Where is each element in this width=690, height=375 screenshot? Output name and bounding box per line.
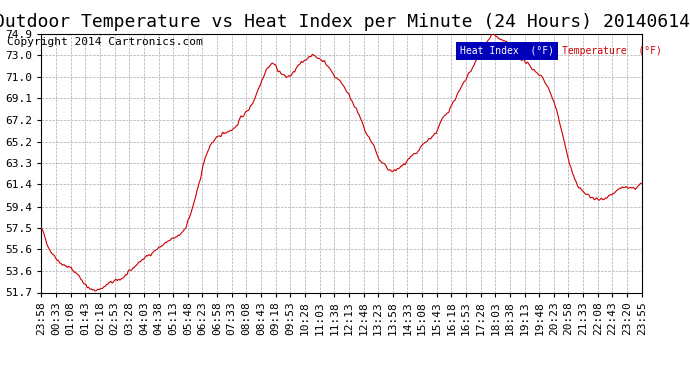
Text: Heat Index  (°F): Heat Index (°F) xyxy=(460,46,553,56)
Title: Outdoor Temperature vs Heat Index per Minute (24 Hours) 20140614: Outdoor Temperature vs Heat Index per Mi… xyxy=(0,13,689,31)
Text: Copyright 2014 Cartronics.com: Copyright 2014 Cartronics.com xyxy=(7,37,203,47)
FancyBboxPatch shape xyxy=(455,42,558,60)
Text: Temperature  (°F): Temperature (°F) xyxy=(562,46,662,56)
